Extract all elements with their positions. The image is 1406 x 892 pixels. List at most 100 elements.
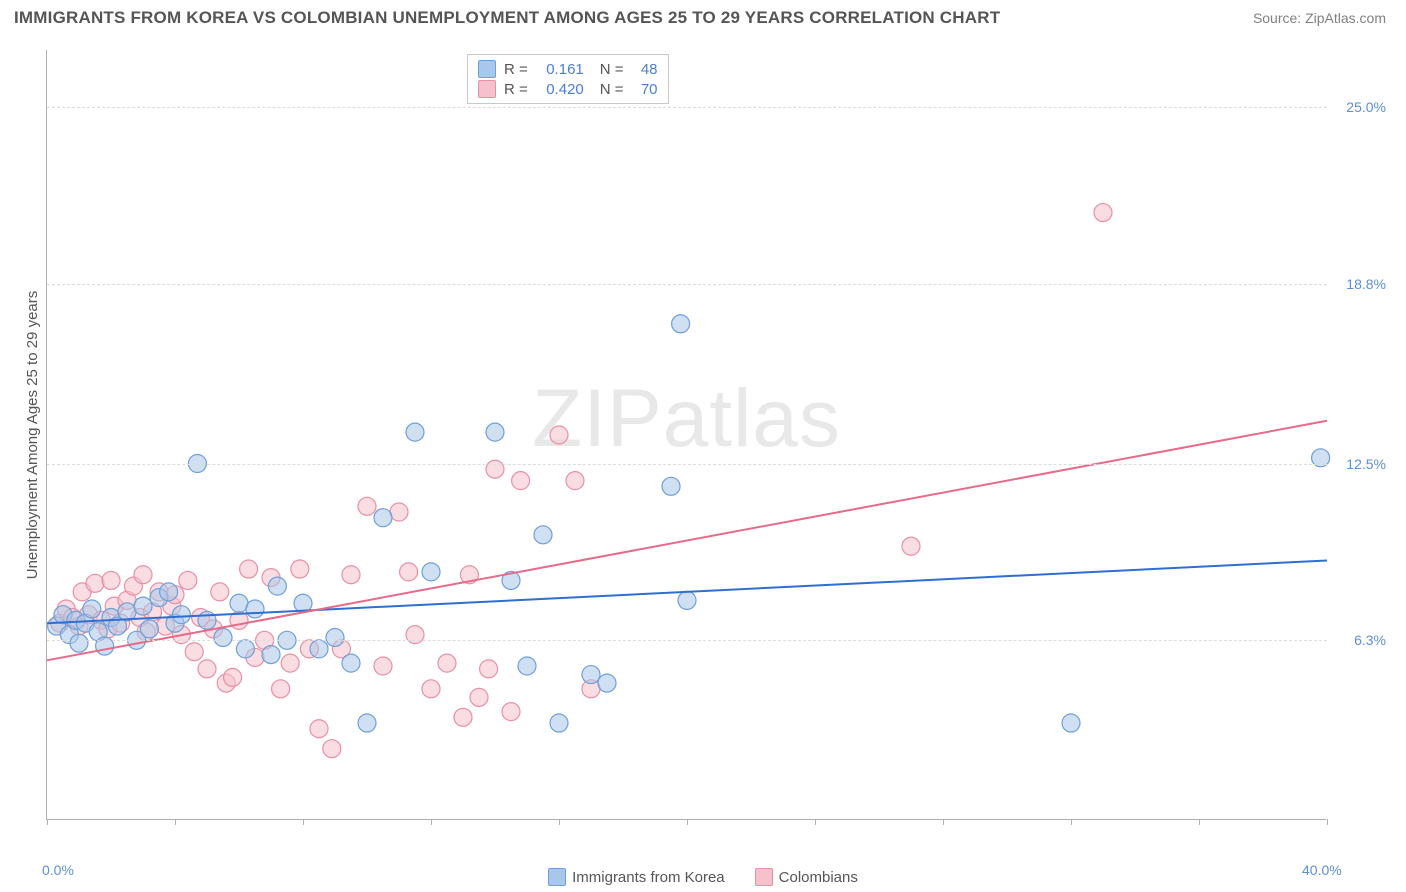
data-point — [246, 600, 264, 618]
grid-line — [47, 107, 1327, 108]
x-tick — [175, 819, 176, 825]
data-point — [470, 688, 488, 706]
regression-line — [47, 421, 1327, 661]
data-point — [406, 423, 424, 441]
data-point — [240, 560, 258, 578]
n-label: N = — [600, 81, 624, 98]
data-point — [374, 657, 392, 675]
data-point — [1094, 204, 1112, 222]
data-point — [236, 640, 254, 658]
n-label: N = — [600, 61, 624, 78]
legend-item: Colombians — [755, 868, 858, 886]
data-point — [342, 566, 360, 584]
data-point — [179, 571, 197, 589]
plot-area: ZIPatlas R =0.161N =48R =0.420N =70 6.3%… — [46, 50, 1326, 820]
y-tick-label: 25.0% — [1331, 99, 1386, 115]
r-value: 0.161 — [534, 61, 584, 78]
data-point — [550, 426, 568, 444]
x-tick — [47, 819, 48, 825]
r-label: R = — [504, 61, 528, 78]
data-point — [281, 654, 299, 672]
data-point — [454, 708, 472, 726]
x-tick — [687, 819, 688, 825]
data-point — [102, 571, 120, 589]
legend-label: Colombians — [779, 869, 858, 886]
data-point — [480, 660, 498, 678]
data-point — [902, 537, 920, 555]
x-tick — [303, 819, 304, 825]
grid-line — [47, 464, 1327, 465]
y-tick-label: 18.8% — [1331, 276, 1386, 292]
x-tick — [1071, 819, 1072, 825]
r-value: 0.420 — [534, 81, 584, 98]
data-point — [374, 509, 392, 527]
data-point — [83, 600, 101, 618]
series-swatch — [755, 868, 773, 886]
n-value: 48 — [630, 61, 658, 78]
data-point — [230, 594, 248, 612]
legend-label: Immigrants from Korea — [572, 869, 725, 886]
data-point — [1062, 714, 1080, 732]
x-tick — [815, 819, 816, 825]
regression-line — [47, 560, 1327, 623]
chart-title: IMMIGRANTS FROM KOREA VS COLOMBIAN UNEMP… — [14, 8, 1000, 28]
data-point — [662, 477, 680, 495]
data-point — [566, 472, 584, 490]
data-point — [134, 566, 152, 584]
x-tick — [1199, 819, 1200, 825]
data-point — [214, 628, 232, 646]
data-point — [268, 577, 286, 595]
data-point — [198, 660, 216, 678]
data-point — [486, 423, 504, 441]
data-point — [342, 654, 360, 672]
data-point — [291, 560, 309, 578]
data-point — [224, 668, 242, 686]
source-label: Source: ZipAtlas.com — [1253, 10, 1386, 26]
data-point — [422, 680, 440, 698]
data-point — [172, 606, 190, 624]
series-swatch — [548, 868, 566, 886]
r-label: R = — [504, 81, 528, 98]
grid-line — [47, 284, 1327, 285]
data-point — [400, 563, 418, 581]
data-point — [598, 674, 616, 692]
series-swatch — [478, 60, 496, 78]
data-point — [140, 620, 158, 638]
data-point — [422, 563, 440, 581]
data-point — [438, 654, 456, 672]
data-point — [358, 497, 376, 515]
data-point — [502, 703, 520, 721]
x-tick — [559, 819, 560, 825]
stats-row: R = 0.420 N = 70 — [478, 79, 658, 99]
data-point — [211, 583, 229, 601]
correlation-stats-box: R = 0.161 N = 48 R = 0.420 N = 70 — [467, 54, 669, 104]
data-point — [534, 526, 552, 544]
data-point — [582, 666, 600, 684]
data-point — [390, 503, 408, 521]
data-point — [134, 597, 152, 615]
grid-line — [47, 640, 1327, 641]
series-swatch — [478, 80, 496, 98]
data-point — [518, 657, 536, 675]
y-tick-label: 12.5% — [1331, 456, 1386, 472]
data-point — [272, 680, 290, 698]
stats-row: R = 0.161 N = 48 — [478, 59, 658, 79]
data-point — [185, 643, 203, 661]
scatter-plot — [47, 50, 1327, 820]
data-point — [672, 315, 690, 333]
data-point — [310, 640, 328, 658]
data-point — [358, 714, 376, 732]
data-point — [160, 583, 178, 601]
n-value: 70 — [630, 81, 658, 98]
data-point — [310, 720, 328, 738]
legend: Immigrants from Korea Colombians — [0, 868, 1406, 886]
x-tick — [1327, 819, 1328, 825]
y-tick-label: 6.3% — [1331, 632, 1386, 648]
data-point — [86, 574, 104, 592]
data-point — [326, 628, 344, 646]
data-point — [512, 472, 530, 490]
data-point — [70, 634, 88, 652]
plot-container: Unemployment Among Ages 25 to 29 years Z… — [46, 50, 1386, 820]
data-point — [550, 714, 568, 732]
y-axis-title: Unemployment Among Ages 25 to 29 years — [24, 291, 41, 580]
